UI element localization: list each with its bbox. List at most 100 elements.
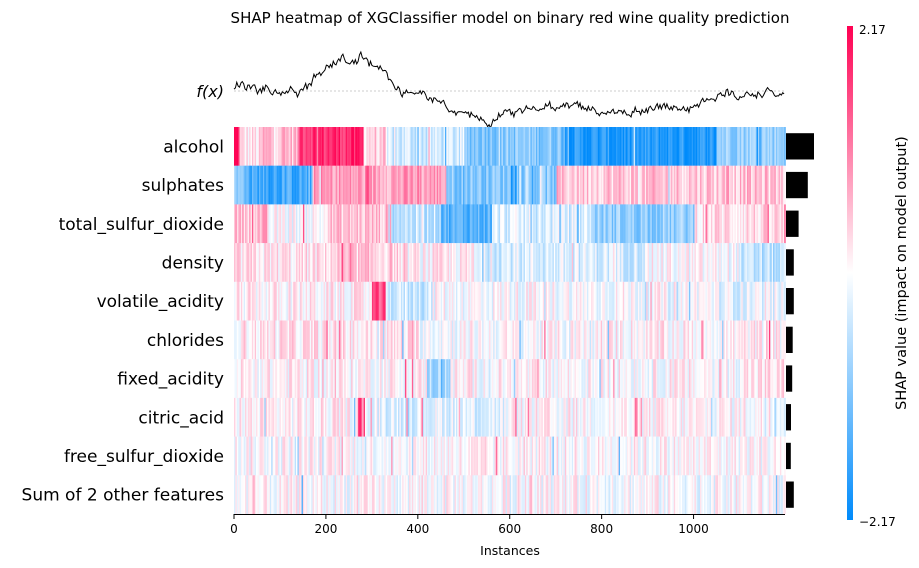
heatmap-cell: [347, 127, 349, 166]
heatmap-cell: [669, 165, 672, 205]
heatmap-cell: [664, 127, 666, 166]
heatmap-cell: [242, 475, 245, 515]
heatmap-cell: [695, 165, 698, 205]
heatmap-cell: [559, 320, 562, 360]
heatmap-cell: [479, 359, 482, 399]
heatmap-cell: [726, 320, 728, 360]
heatmap-cell: [283, 320, 286, 360]
heatmap-cell: [672, 204, 675, 244]
heatmap-cell: [506, 204, 509, 244]
heatmap-cell: [530, 165, 533, 205]
heatmap-cell: [424, 359, 427, 399]
heatmap-cell: [741, 127, 744, 166]
heatmap-cell: [739, 281, 742, 321]
heatmap-cell: [447, 127, 450, 166]
heatmap-cell: [278, 436, 280, 476]
heatmap-cell: [413, 243, 415, 283]
heatmap-cell: [636, 359, 639, 399]
heatmap-cell: [276, 165, 279, 205]
heatmap-cell: [512, 397, 515, 437]
heatmap-cell: [366, 436, 369, 476]
heatmap-cell: [735, 204, 738, 244]
heatmap-cell: [629, 397, 632, 437]
heatmap-cell: [646, 436, 648, 476]
heatmap-cell: [319, 397, 322, 437]
heatmap-cell: [777, 165, 779, 205]
heatmap-cell: [391, 281, 393, 321]
heatmap-cell: [580, 397, 582, 437]
heatmap-cell: [447, 204, 450, 244]
heatmap-cell: [711, 243, 713, 283]
heatmap-cell: [364, 165, 367, 205]
heatmap-cell: [469, 436, 472, 476]
heatmap-cell: [527, 281, 530, 321]
heatmap-cell: [495, 165, 498, 205]
fx-line: [233, 50, 785, 130]
heatmap-cell: [745, 320, 748, 360]
heatmap-cell: [639, 475, 642, 515]
heatmap-cell: [676, 359, 679, 399]
heatmap-cell: [385, 397, 388, 437]
heatmap-cell: [650, 359, 653, 399]
heatmap-cell: [403, 397, 406, 437]
heatmap-cell: [449, 359, 451, 399]
heatmap-cell: [523, 243, 526, 283]
heatmap-cell: [256, 475, 258, 515]
heatmap-cell: [621, 127, 624, 166]
heatmap-cell: [504, 165, 506, 205]
heatmap-cell: [502, 281, 505, 321]
heatmap-cell: [495, 436, 498, 476]
heatmap-cell: [773, 397, 775, 437]
heatmap-cell: [484, 243, 487, 283]
heatmap-cell: [376, 127, 378, 166]
heatmap-cell: [311, 243, 313, 283]
heatmap-cell: [618, 359, 621, 399]
heatmap-cell: [759, 281, 762, 321]
heatmap-cell: [631, 359, 633, 399]
heatmap-cell: [342, 165, 345, 205]
heatmap-cell: [501, 397, 504, 437]
heatmap-cell: [701, 127, 704, 166]
heatmap-cell: [377, 475, 380, 515]
heatmap-cell: [636, 281, 639, 321]
heatmap-cell: [253, 436, 256, 476]
heatmap-cell: [545, 359, 548, 399]
heatmap-cell: [297, 204, 300, 244]
heatmap-cell: [657, 320, 660, 360]
heatmap-cell: [766, 436, 768, 476]
heatmap-cell: [553, 397, 556, 437]
heatmap-cell: [648, 359, 651, 399]
heatmap-cell: [271, 320, 273, 360]
heatmap-cell: [706, 281, 709, 321]
heatmap-cell: [522, 127, 524, 166]
heatmap-cell: [420, 204, 422, 244]
heatmap-cell: [631, 436, 633, 476]
heatmap-cell: [648, 243, 651, 283]
heatmap-cell: [418, 281, 421, 321]
heatmap-cell: [330, 165, 333, 205]
heatmap-cell: [420, 397, 422, 437]
heatmap-cell: [636, 243, 639, 283]
heatmap-cell: [683, 243, 686, 283]
heatmap-cell: [393, 475, 396, 515]
heatmap-cell: [464, 243, 467, 283]
heatmap-cell: [702, 320, 705, 360]
heatmap-cell: [531, 320, 534, 360]
heatmap-cell: [473, 359, 476, 399]
heatmap-cell: [586, 204, 589, 244]
heatmap-cell: [705, 475, 708, 515]
heatmap-cell: [651, 281, 654, 321]
heatmap-cell: [313, 320, 316, 360]
heatmap-cell: [304, 359, 307, 399]
heatmap-cell: [320, 204, 323, 244]
heatmap-cell: [511, 281, 513, 321]
heatmap-cell: [294, 281, 297, 321]
heatmap-cell: [513, 243, 516, 283]
heatmap-cell: [746, 475, 749, 515]
heatmap-cell: [473, 165, 476, 205]
heatmap-cell: [573, 359, 575, 399]
heatmap-cell: [374, 475, 377, 515]
heatmap-cell: [424, 243, 427, 283]
heatmap-cell: [524, 281, 527, 321]
heatmap-cell: [316, 397, 319, 437]
